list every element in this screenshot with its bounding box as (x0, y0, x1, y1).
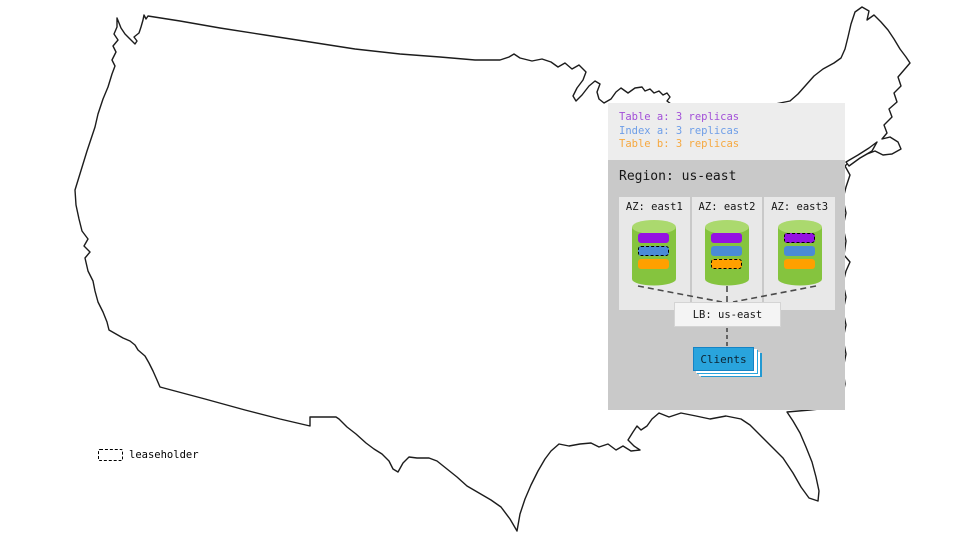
long-island-outline (845, 141, 878, 167)
replica-bar-index-a (638, 246, 670, 256)
legend-table-a: Table a: 3 replicas (619, 111, 740, 123)
az-box-east2: AZ: east2 (691, 197, 763, 310)
clients-label: Clients (700, 352, 747, 366)
load-balancer-box: LB: us-east (674, 302, 781, 327)
legend-table-b: Table b: 3 replicas (619, 138, 740, 150)
replica-bar-table-a (783, 233, 815, 243)
leaseholder-key: leaseholder (98, 449, 199, 461)
az-box-east3: AZ: east3 (764, 197, 836, 310)
az-box-east1: AZ: east1 (619, 197, 690, 310)
region-panel: Region: us-east AZ: east1 AZ: east2 (608, 160, 845, 410)
lb-label: LB: us-east (692, 308, 763, 321)
replica-bar-index-a (783, 246, 815, 256)
az-label: AZ: east3 (771, 201, 829, 213)
az-label: AZ: east1 (625, 201, 683, 213)
region-title: Region: us-east (619, 169, 737, 184)
az-row: AZ: east1 AZ: east2 (619, 197, 836, 310)
replica-bar-index-a (711, 246, 742, 256)
leaseholder-swatch-icon (98, 449, 123, 461)
database-cylinder-icon (777, 218, 823, 288)
replica-bar-table-b (638, 259, 670, 269)
database-cylinder-icon (704, 218, 750, 288)
legend-index-a: Index a: 3 replicas (619, 124, 740, 137)
clients-box: Clients (693, 347, 754, 371)
replica-legend-panel: Table a: 3 replicas Index a: 3 replicas … (608, 103, 845, 160)
database-cylinder-icon (631, 218, 677, 288)
leaseholder-key-label: leaseholder (129, 449, 199, 461)
replica-bar-table-a (711, 233, 742, 243)
az-label: AZ: east2 (698, 201, 756, 213)
replica-bar-table-b (711, 259, 742, 269)
replica-bar-table-a (638, 233, 670, 243)
replica-bar-table-b (783, 259, 815, 269)
